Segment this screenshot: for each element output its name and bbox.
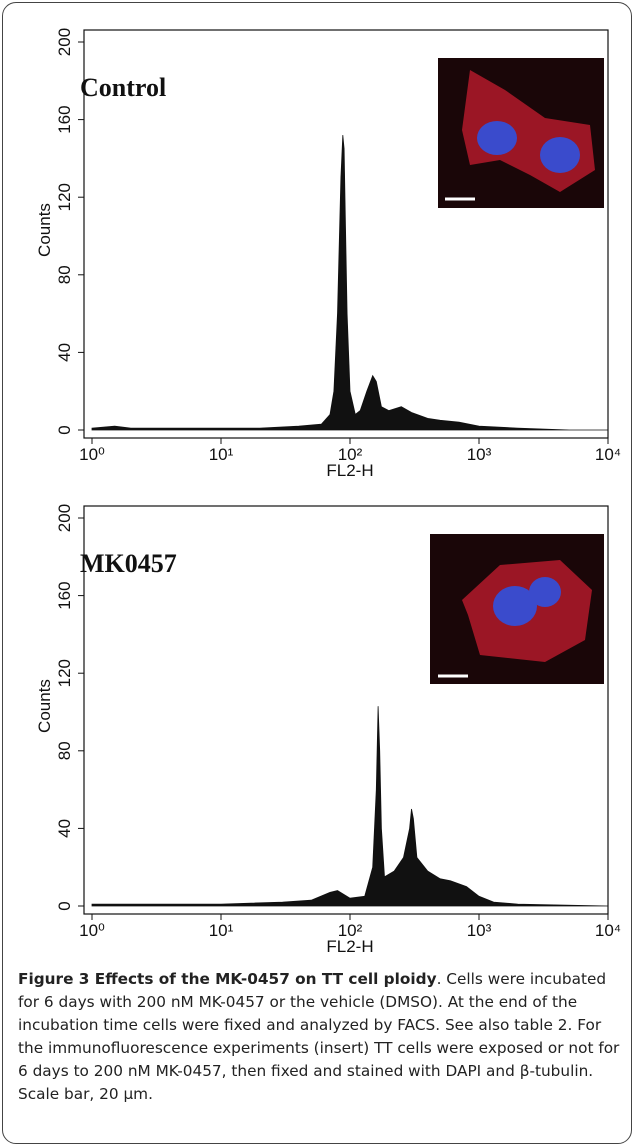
- insert-image: [430, 534, 604, 684]
- y-tick-label: 160: [55, 105, 74, 133]
- caption-text: . Cells were incubated for 6 days with 2…: [18, 970, 620, 1103]
- histogram-area: [91, 135, 608, 431]
- y-tick-label: 120: [55, 183, 74, 211]
- y-tick-label: 120: [55, 659, 74, 687]
- x-tick-label: 10²: [338, 921, 363, 940]
- plot-frame: [83, 29, 609, 439]
- y-tick-label: 200: [55, 504, 74, 532]
- plot-frame: [83, 505, 609, 915]
- x-tick-label: 10⁰: [79, 445, 105, 464]
- y-tick-label: 40: [55, 343, 74, 362]
- x-tick-label: 10³: [467, 921, 492, 940]
- chart-title: MK0457: [80, 549, 177, 578]
- x-tick-label: 10²: [338, 445, 363, 464]
- caption: Figure 3 Effects of the MK-0457 on TT ce…: [18, 968, 622, 1106]
- figure: 0 40 80 120 160 200 10⁰ 10¹ 10² 10³ 10⁴ FL2-H Counts…: [35, 28, 621, 956]
- chart: 0 40 80 120 160 200 10⁰ 10¹ 10² 10³ 10⁴ FL2-H Counts…: [35, 504, 621, 956]
- y-axis-label: Counts: [35, 203, 54, 257]
- x-tick-label: 10⁰: [79, 921, 105, 940]
- chart-title: Control: [80, 73, 166, 102]
- x-tick-label: 10¹: [209, 921, 234, 940]
- insert-image: [438, 58, 604, 208]
- x-axis-label: FL2-H: [326, 461, 373, 480]
- y-tick-label: 0: [55, 901, 74, 910]
- y-tick-label: 80: [55, 265, 74, 284]
- y-tick-label: 80: [55, 741, 74, 760]
- y-axis-label: Counts: [35, 679, 54, 733]
- y-tick-label: 0: [55, 425, 74, 434]
- chart: 0 40 80 120 160 200 10⁰ 10¹ 10² 10³ 10⁴ FL2-H Counts…: [35, 28, 621, 480]
- x-tick-label: 10⁴: [595, 921, 621, 940]
- x-tick-label: 10⁴: [595, 445, 621, 464]
- y-tick-label: 160: [55, 581, 74, 609]
- y-tick-label: 200: [55, 28, 74, 56]
- x-tick-label: 10¹: [209, 445, 234, 464]
- caption-title: Figure 3 Effects of the MK-0457 on TT ce…: [18, 970, 437, 988]
- x-axis-label: FL2-H: [326, 937, 373, 956]
- y-tick-label: 40: [55, 819, 74, 838]
- histogram-area: [91, 706, 609, 907]
- x-tick-label: 10³: [467, 445, 492, 464]
